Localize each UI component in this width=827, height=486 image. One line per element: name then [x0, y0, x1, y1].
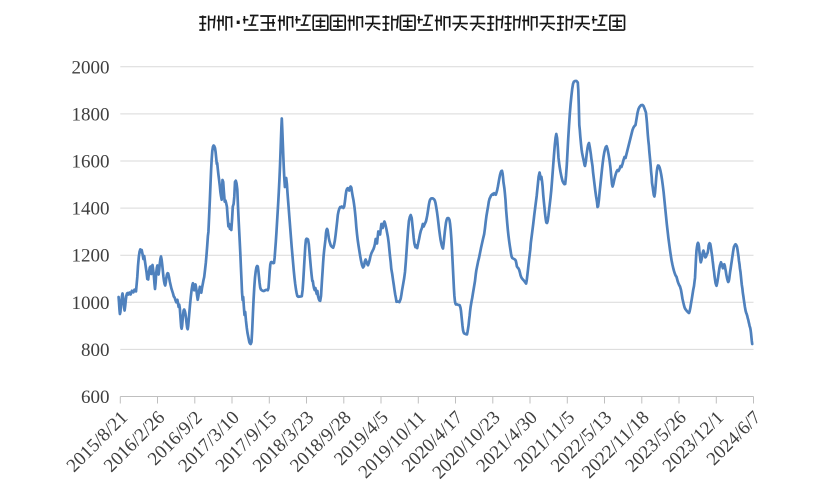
- svg-text:1600: 1600: [72, 152, 110, 173]
- svg-text:2000: 2000: [72, 57, 110, 78]
- svg-text:800: 800: [81, 340, 110, 361]
- svg-text:1400: 1400: [72, 199, 110, 220]
- svg-text:1000: 1000: [72, 293, 110, 314]
- svg-text:1800: 1800: [72, 104, 110, 125]
- svg-text:1200: 1200: [72, 246, 110, 267]
- svg-text:600: 600: [81, 387, 110, 408]
